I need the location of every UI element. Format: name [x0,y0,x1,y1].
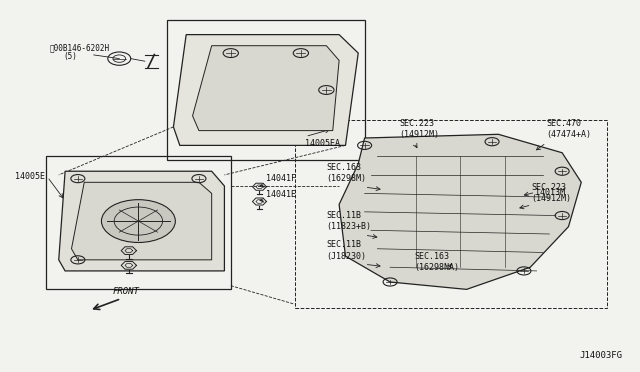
Text: SEC.163
(16298M): SEC.163 (16298M) [326,163,366,183]
Text: 14041E: 14041E [81,251,111,260]
Polygon shape [339,134,581,289]
Text: 14005EA: 14005EA [305,139,340,148]
Circle shape [101,200,175,243]
Text: SEC.223
(14912M): SEC.223 (14912M) [399,119,440,139]
Text: 14041F: 14041F [81,235,111,244]
Text: Ⓑ00B146-6202H: Ⓑ00B146-6202H [49,44,109,52]
Text: 14041F: 14041F [266,174,296,183]
Text: J14003FG: J14003FG [580,351,623,360]
Polygon shape [72,182,212,260]
Text: 14013M: 14013M [536,188,565,197]
Text: 14005E: 14005E [15,172,45,181]
Text: 14041E: 14041E [266,190,296,199]
Text: (5): (5) [64,52,77,61]
Text: SEC.163
(16298NA): SEC.163 (16298NA) [414,251,460,272]
Polygon shape [59,171,225,271]
Polygon shape [173,35,358,145]
Text: SEC.223
(14912M): SEC.223 (14912M) [532,183,572,203]
Text: FRONT: FRONT [113,287,140,296]
Text: SEC.11B
(J18230): SEC.11B (J18230) [326,240,366,260]
Polygon shape [193,46,339,131]
Text: SEC.11B
(11823+B): SEC.11B (11823+B) [326,211,371,231]
Text: SEC.470
(47474+A): SEC.470 (47474+A) [546,119,591,139]
